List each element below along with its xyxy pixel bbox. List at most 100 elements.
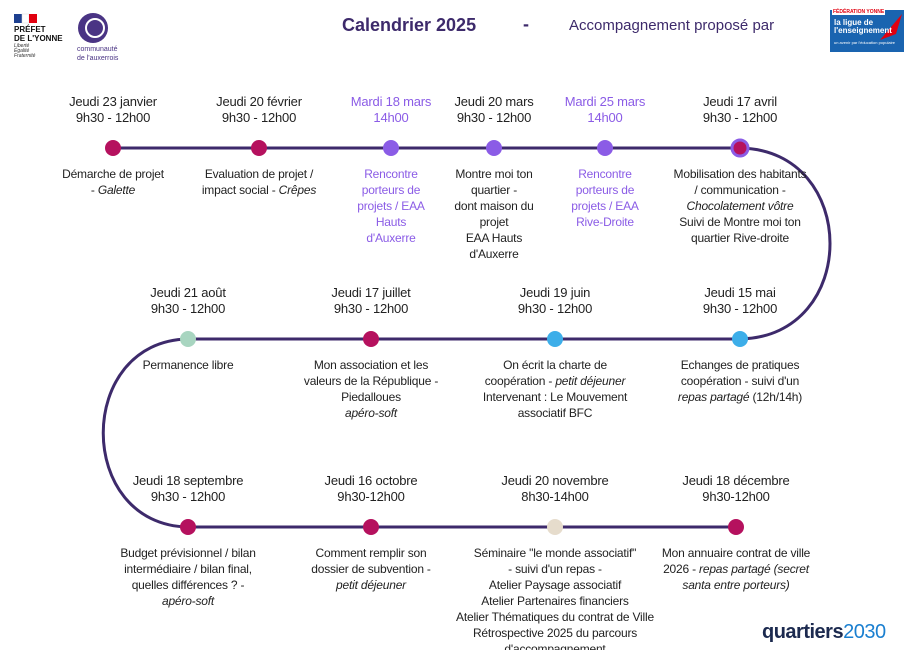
description-line: Atelier Paysage associatif xyxy=(456,577,654,593)
event-header: Jeudi 18 décembre 9h30-12h00 xyxy=(682,473,789,505)
description-line: coopération - petit déjeuner xyxy=(483,373,627,389)
event-header: Jeudi 21 août 9h30 - 12h00 xyxy=(150,285,226,317)
event-description: Permanence libre xyxy=(143,357,234,373)
description-line: associatif BFC xyxy=(483,405,627,421)
italic-segment: Galette xyxy=(97,183,136,197)
text-segment: projets / EAA xyxy=(571,199,639,213)
description-line: quelles différences ? - xyxy=(120,577,255,593)
description-line: Hauts xyxy=(357,214,424,230)
description-line: Démarche de projet xyxy=(62,166,164,182)
event-header: Jeudi 16 octobre 9h30-12h00 xyxy=(325,473,418,505)
footer-year: 2030 xyxy=(843,621,886,643)
event-dot xyxy=(730,138,750,158)
description-line: d'Auxerre xyxy=(357,230,424,246)
ligue-federation: FÉDÉRATION YONNE xyxy=(832,9,886,15)
devise-line: Liberté xyxy=(14,43,30,49)
event-description: Démarche de projet - Galette xyxy=(62,166,164,198)
event-time: 9h30 - 12h00 xyxy=(333,301,409,316)
description-line: Comment remplir son xyxy=(311,545,430,561)
text-segment: quartier Rive-droite xyxy=(690,231,790,245)
italic-segment: petit déjeuner xyxy=(555,374,626,388)
ligue-tagline: un avenir par l'éducation populaire xyxy=(834,40,896,45)
event-description: Evaluation de projet / impact social - Cr… xyxy=(202,166,317,198)
event-date: Jeudi 15 mai xyxy=(704,285,776,300)
text-segment: dont maison du xyxy=(454,199,534,213)
devise: Liberté Égalité Fraternité xyxy=(14,44,35,59)
text-segment: Evaluation de projet / xyxy=(204,167,314,181)
event-header: Jeudi 18 septembre 9h30 - 12h00 xyxy=(133,473,244,505)
description-line: Rive-Droite xyxy=(571,214,638,230)
event-time: 9h30-12h00 xyxy=(337,489,405,504)
text-segment: Démarche de projet xyxy=(62,167,164,181)
text-segment: Intervenant : Le Mouvement xyxy=(482,390,628,404)
description-line: apéro-soft xyxy=(120,593,255,609)
devise-line: Égalité xyxy=(14,48,30,54)
text-segment: Suivi de Montre moi ton xyxy=(679,215,801,229)
text-segment: Budget prévisionnel / bilan xyxy=(120,546,256,560)
text-segment: 2026 - xyxy=(663,562,700,576)
description-line: - Galette xyxy=(62,182,164,198)
text-segment: associatif BFC xyxy=(517,406,593,420)
event-time: 14h00 xyxy=(373,110,409,125)
text-segment: Rive-Droite xyxy=(576,215,634,229)
event-description: Séminaire "le monde associatif" - suivi d… xyxy=(456,545,654,650)
footer-brand: quartiers xyxy=(762,621,844,643)
description-line: impact social - Crêpes xyxy=(202,182,317,198)
text-segment: Echanges de pratiques xyxy=(680,358,800,372)
event-time: 14h00 xyxy=(587,110,623,125)
description-line: petit déjeuner xyxy=(311,577,430,593)
event-time: 9h30 - 12h00 xyxy=(456,110,532,125)
event-dot xyxy=(363,331,379,347)
text-segment: d'Auxerre xyxy=(366,231,416,245)
event-date: Jeudi 20 mars xyxy=(454,94,534,109)
description-line: Rétrospective 2025 du parcours xyxy=(456,625,654,641)
event-date: Jeudi 23 janvier xyxy=(69,94,157,109)
description-line: Chocolatement vôtre xyxy=(674,198,807,214)
event-dot xyxy=(251,140,267,156)
event-time: 9h30-12h00 xyxy=(702,489,770,504)
description-line: On écrit la charte de xyxy=(483,357,627,373)
prefet-line: DE L'YONNE xyxy=(14,34,63,43)
description-line: Evaluation de projet / xyxy=(202,166,316,182)
text-segment: Atelier Partenaires financiers xyxy=(481,594,629,608)
event-date: Jeudi 20 février xyxy=(216,94,302,109)
separator: - xyxy=(523,14,529,34)
event-description: Rencontre porteurs de projets / EAA Hauts d'… xyxy=(357,166,425,246)
italic-segment: apéro-soft xyxy=(161,594,215,608)
description-line: EAA Hauts xyxy=(454,230,533,246)
description-line: Montre moi ton xyxy=(454,166,533,182)
text-segment: intermédiaire / bilan final, xyxy=(124,562,252,576)
event-description: Mobilisation des habitants / communicatio… xyxy=(674,166,807,246)
italic-segment: petit déjeuner xyxy=(336,578,406,592)
event-time: 9h30 - 12h00 xyxy=(517,301,593,316)
text-segment: Rencontre xyxy=(364,167,418,181)
event-description: Comment remplir son dossier de subvention… xyxy=(311,545,431,593)
event-dot xyxy=(383,140,399,156)
description-line: d'accompagnement xyxy=(456,641,654,650)
text-segment: EAA Hauts xyxy=(465,231,523,245)
text-segment: dossier de subvention - xyxy=(311,562,431,576)
event-dot xyxy=(486,140,502,156)
description-line: dont maison du xyxy=(454,198,533,214)
description-line: porteurs de xyxy=(357,182,424,198)
event-dot xyxy=(180,519,196,535)
communaute: communauté de l'auxerrois xyxy=(77,45,118,63)
description-line: intermédiaire / bilan final, xyxy=(120,561,255,577)
subtitle: Accompagnement proposé par xyxy=(569,17,775,34)
description-line: Suivi de Montre moi ton xyxy=(674,214,807,230)
event-description: Rencontre porteurs de projets / EAA Rive-Dr… xyxy=(571,166,639,230)
italic-segment: Chocolatement vôtre xyxy=(686,199,794,213)
text-segment: Comment remplir son xyxy=(315,546,427,560)
event-header: Jeudi 17 avril 9h30 - 12h00 xyxy=(703,94,777,126)
description-line: 2026 - repas partagé (secret xyxy=(662,561,810,577)
description-line: coopération - suivi d'un xyxy=(678,373,802,389)
text-segment: Rencontre xyxy=(578,167,632,181)
text-segment: (12h/14h) xyxy=(749,390,803,404)
ligue-name: la ligue de l'enseignement xyxy=(834,19,892,35)
event-date: Jeudi 17 juillet xyxy=(331,285,411,300)
event-date: Jeudi 19 juin xyxy=(519,285,591,300)
text-segment: d'accompagnement xyxy=(504,642,606,650)
description-line: Atelier Thématiques du contrat de Ville xyxy=(456,609,654,625)
